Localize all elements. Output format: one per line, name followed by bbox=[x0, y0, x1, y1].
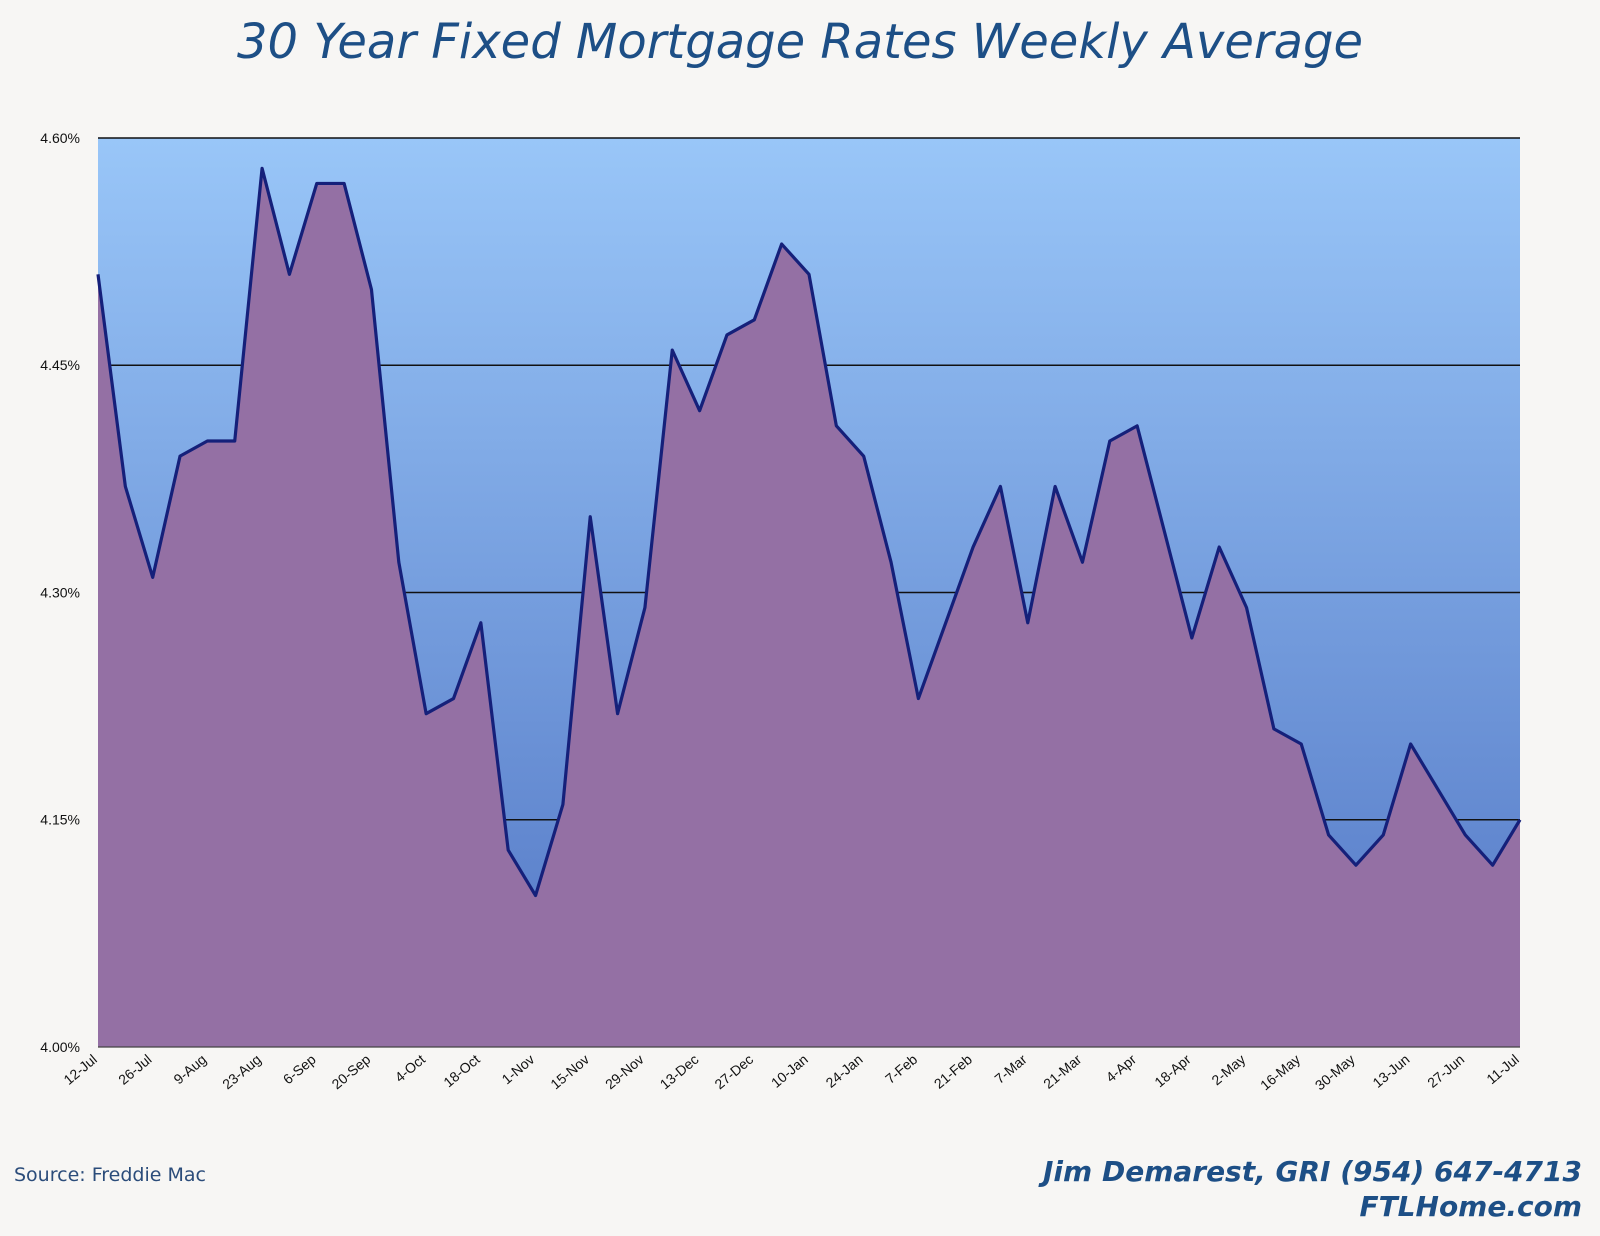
x-tick-label: 10-Jan bbox=[768, 1051, 811, 1091]
series-area bbox=[98, 168, 1520, 1048]
source-note: Source: Freddie Mac bbox=[14, 1164, 206, 1186]
chart-title: 30 Year Fixed Mortgage Rates Weekly Aver… bbox=[236, 14, 1364, 70]
x-tick-label: 18-Apr bbox=[1151, 1051, 1194, 1090]
series-line bbox=[96, 166, 1522, 898]
x-tick-label: 23-Aug bbox=[219, 1051, 264, 1092]
x-tick-label: 18-Oct bbox=[440, 1051, 483, 1090]
x-tick-label: 4-Apr bbox=[1103, 1051, 1140, 1085]
y-tick-label: 4.30% bbox=[40, 585, 80, 601]
x-tick-label: 12-Jul bbox=[60, 1051, 100, 1088]
x-tick-label: 2-May bbox=[1208, 1051, 1248, 1088]
y-tick-label: 4.45% bbox=[40, 357, 80, 373]
x-tick-label: 13-Dec bbox=[657, 1051, 702, 1092]
credit-name: Jim Demarest, GRI (954) 647-4713 bbox=[1043, 1155, 1582, 1188]
x-tick-label: 21-Feb bbox=[931, 1051, 975, 1092]
x-tick-label: 6-Sep bbox=[280, 1051, 319, 1087]
x-tick-label: 7-Feb bbox=[882, 1051, 920, 1087]
x-tick-label: 30-May bbox=[1312, 1051, 1358, 1093]
x-tick-label: 20-Sep bbox=[329, 1051, 374, 1092]
x-tick-label: 4-Oct bbox=[392, 1051, 429, 1085]
x-tick-label: 11-Jul bbox=[1483, 1051, 1522, 1087]
x-tick-label: 26-Jul bbox=[115, 1051, 155, 1088]
x-tick-label: 13-Jun bbox=[1369, 1051, 1412, 1091]
x-tick-label: 7-Mar bbox=[991, 1051, 1030, 1087]
y-tick-label: 4.15% bbox=[40, 812, 80, 828]
x-tick-label: 27-Dec bbox=[711, 1051, 756, 1092]
x-tick-label: 21-Mar bbox=[1040, 1051, 1085, 1092]
x-tick-label: 9-Aug bbox=[170, 1051, 209, 1087]
credit-site: FTLHome.com bbox=[1359, 1190, 1582, 1223]
x-tick-label: 27-Jun bbox=[1424, 1051, 1467, 1091]
x-tick-label: 15-Nov bbox=[547, 1051, 592, 1092]
x-tick-label: 16-May bbox=[1257, 1051, 1303, 1093]
y-tick-label: 4.00% bbox=[40, 1039, 80, 1055]
y-tick-label: 4.60% bbox=[40, 130, 80, 146]
x-tick-label: 24-Jan bbox=[823, 1051, 866, 1091]
x-tick-label: 29-Nov bbox=[602, 1051, 647, 1092]
x-tick-label: 1-Nov bbox=[499, 1051, 538, 1087]
